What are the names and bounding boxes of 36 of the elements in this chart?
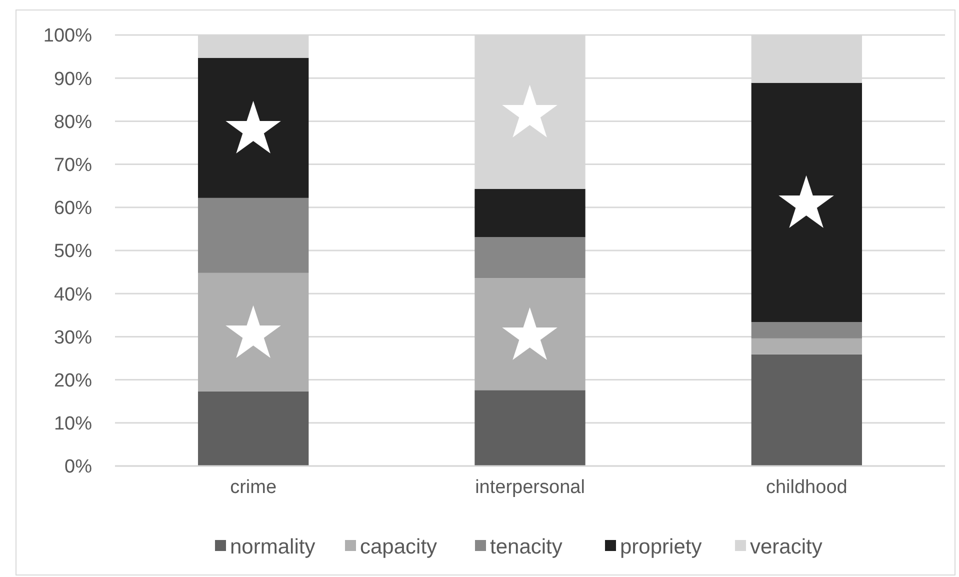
legend-label: capacity [360,535,438,558]
x-tick-label: crime [230,477,277,498]
annotation: ★ [498,295,562,376]
y-tick-label: 60% [54,198,92,220]
legend-label: propriety [620,535,702,558]
legend-label: normality [230,535,316,558]
bar [751,338,862,354]
x-tick-label: childhood [766,477,848,498]
y-tick-label: 100% [43,26,92,47]
bar [198,198,309,273]
y-tick-label: 0% [64,456,92,478]
y-tick-label: 80% [54,112,92,133]
x-tick-label: interpersonal [475,477,585,498]
y-tick-label: 10% [54,414,92,435]
bar [751,82,862,322]
y-tick-label: 40% [54,284,92,306]
y-tick-label: 20% [54,370,92,392]
y-tick-label: 50% [54,241,92,262]
y-tick-label: 30% [54,327,92,348]
legend-label: veracity [750,535,823,558]
bar [198,391,309,466]
bar [751,322,862,338]
bar [751,354,862,466]
bar [474,188,586,238]
bar [474,278,586,390]
bar [474,390,586,466]
annotation: ★ [774,164,840,244]
bar [198,58,309,198]
annotation: ★ [498,73,562,154]
bar [198,272,309,392]
annotation: ★ [220,89,286,170]
y-tick-label: 90% [54,68,92,90]
legend-label: tenacity [490,535,563,558]
annotation: ★ [220,293,286,374]
bar [474,237,586,278]
y-tick-label: 70% [54,154,92,176]
